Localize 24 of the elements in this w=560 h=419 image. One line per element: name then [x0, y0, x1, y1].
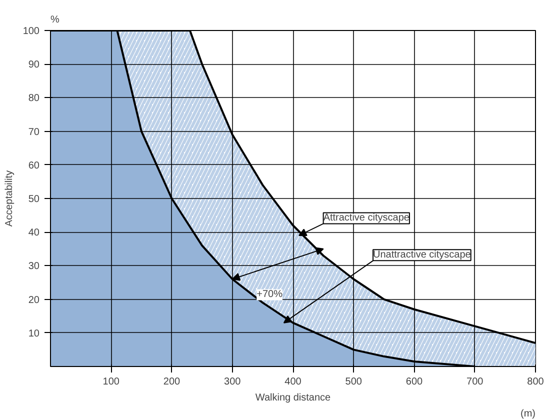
x-tick-label: 700 [466, 376, 484, 388]
y-tick-label: 70 [28, 126, 40, 138]
x-tick-label: 300 [224, 376, 242, 388]
text: (m) [520, 408, 536, 419]
y-tick-label: 40 [28, 228, 40, 239]
y-tick-label: 100 [22, 26, 40, 37]
y-tick-label: 50 [28, 194, 40, 205]
x-axis-title: Walking distance [255, 392, 332, 404]
y-tick-label: 60 [28, 160, 40, 172]
annotation: Unattractive cityscape [373, 250, 472, 261]
annotation: +70% [256, 289, 283, 300]
y-tick-label: 10 [28, 328, 40, 340]
text: % [50, 14, 60, 26]
x-tick-label: 600 [406, 376, 424, 388]
y-tick-label: 20 [28, 294, 40, 306]
y-tick-label: 80 [28, 93, 40, 104]
x-tick-label: 800 [527, 376, 544, 388]
y-tick-label: 30 [28, 261, 40, 272]
y-tick-label: 90 [28, 60, 40, 71]
x-tick-label: 200 [163, 376, 181, 388]
x-tick-label: 400 [284, 376, 302, 388]
x-tick-label: 500 [345, 376, 362, 388]
x-tick-label: 100 [102, 376, 120, 388]
y-axis-title: Acceptability [4, 170, 15, 227]
